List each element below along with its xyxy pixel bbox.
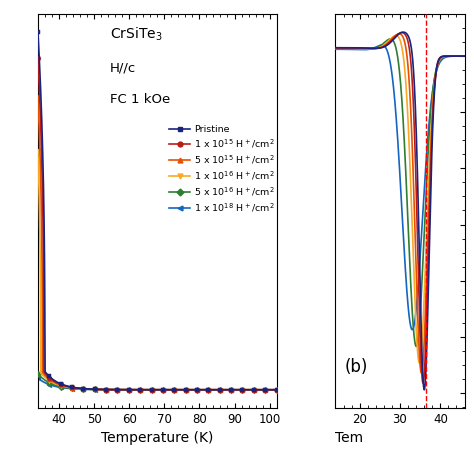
Legend: Pristine, 1 x 10$^{15}$ H$^+$/cm$^2$, 5 x 10$^{15}$ H$^+$/cm$^2$, 1 x 10$^{16}$ : Pristine, 1 x 10$^{15}$ H$^+$/cm$^2$, 5 … xyxy=(169,125,274,214)
Text: CrSiTe$_3$: CrSiTe$_3$ xyxy=(109,26,162,44)
Text: FC 1 kOe: FC 1 kOe xyxy=(109,93,170,106)
Text: (b): (b) xyxy=(345,358,368,376)
Y-axis label: dM/dT (a.u.): dM/dT (a.u.) xyxy=(473,173,474,249)
X-axis label: Tem: Tem xyxy=(336,431,364,445)
Text: H//c: H//c xyxy=(109,62,136,74)
X-axis label: Temperature (K): Temperature (K) xyxy=(101,431,213,445)
